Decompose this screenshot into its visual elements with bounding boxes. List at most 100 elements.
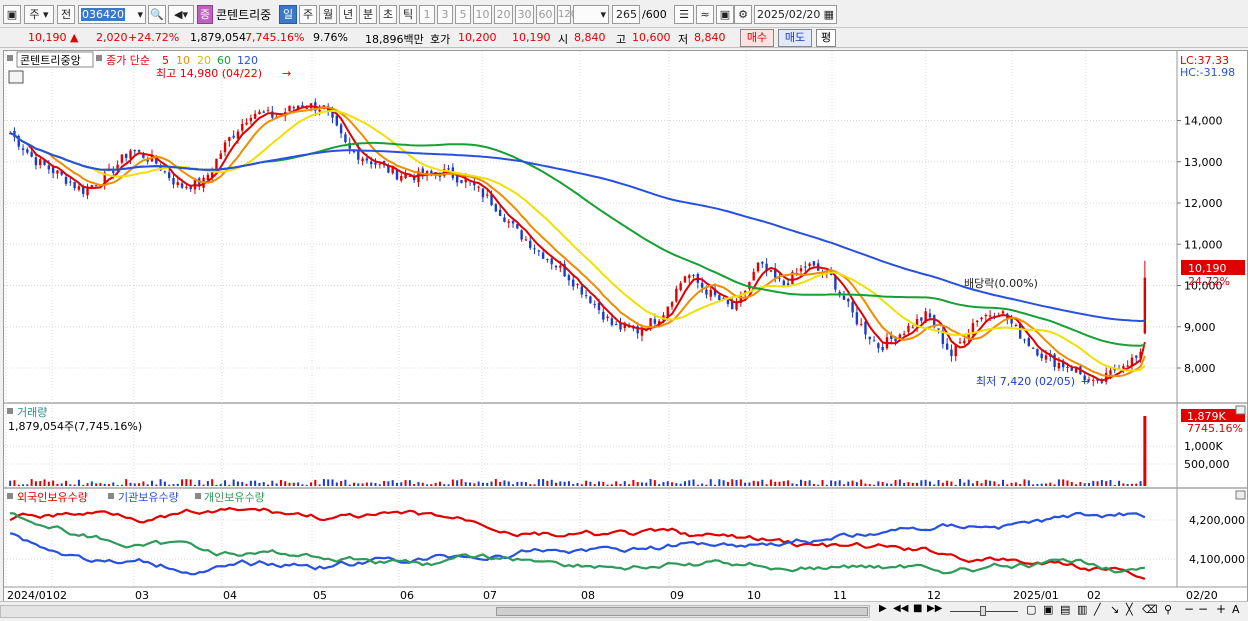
save-icon[interactable]: ▣ — [716, 5, 734, 24]
volume-bar — [782, 481, 785, 486]
layout-icon[interactable]: ▤ — [1060, 603, 1071, 616]
scroll-first-icon[interactable]: ◀◀ — [893, 603, 909, 614]
sell-button[interactable]: 매도 — [778, 29, 812, 47]
candle-body — [670, 302, 674, 307]
interval-5-button[interactable]: 5 — [455, 5, 471, 24]
chart-area[interactable]: 14,000 13,000 12,000 11,000 10,000 9,000 8,000… — [3, 50, 1248, 602]
price-tick-label: 14,000 — [1184, 115, 1223, 128]
holding-line-2 — [9, 512, 1145, 575]
volume-bar — [9, 480, 12, 486]
chevron-down-icon[interactable]: ▾ — [137, 8, 143, 21]
interval-60-button[interactable]: 60 — [536, 5, 555, 24]
candle-body — [941, 330, 945, 344]
count-field[interactable]: 265 — [612, 5, 640, 24]
period-tick-button[interactable]: 틱 — [399, 5, 417, 24]
stock-name-tag[interactable] — [16, 51, 94, 68]
quote-info-bar: 10,190 ▲ 2,020 +24.72% 1,879,054 7,745.1… — [0, 28, 1248, 48]
eval-button[interactable]: 평 — [816, 29, 836, 47]
period-minute-button[interactable]: 분 — [359, 5, 377, 24]
calendar-icon[interactable]: ▦ — [823, 8, 834, 21]
stock-code-value: 036420 — [81, 8, 125, 21]
interval-dropdown[interactable]: ▾ — [573, 5, 609, 24]
interval-20-button[interactable]: 20 — [494, 5, 513, 24]
layout-icon[interactable]: ▢ — [1026, 603, 1037, 616]
volume-bar — [589, 481, 592, 486]
candle-body — [155, 155, 158, 164]
volume-bar — [761, 479, 764, 486]
draw-tool-icon[interactable]: ╳ — [1126, 603, 1133, 616]
x-tick-label: 02 — [53, 589, 67, 601]
volume-bar — [297, 482, 300, 486]
sound-icon[interactable]: ◀▾ — [168, 5, 194, 24]
interval-120-button[interactable]: 120 — [557, 5, 577, 24]
volume-bar — [202, 484, 205, 486]
text-size-icon[interactable]: A — [1232, 603, 1240, 616]
candle-body — [361, 158, 364, 162]
horizontal-scrollbar[interactable] — [0, 605, 870, 618]
stock-code-field[interactable]: 036420 ▾ — [78, 5, 146, 24]
candle-body — [971, 323, 975, 335]
candle-body — [649, 318, 652, 329]
chart-type-icon[interactable]: ▥ — [1077, 603, 1088, 616]
interval-1-button[interactable]: 1 — [419, 5, 435, 24]
scroll-last-icon[interactable]: ▶▶ — [927, 603, 943, 614]
volume-bar — [825, 484, 828, 486]
period-week-button[interactable]: 주 — [299, 5, 317, 24]
volume-value-text: 1,879,054주(7,745.16%) — [8, 420, 142, 433]
prev-button[interactable]: 전 — [57, 5, 75, 24]
gear-icon[interactable]: ⚙ — [734, 5, 752, 24]
volume-bar — [318, 484, 321, 486]
close-icon[interactable] — [1235, 490, 1246, 500]
volume-bar — [426, 484, 429, 486]
period-month-button[interactable]: 월 — [319, 5, 337, 24]
scrollbar-thumb[interactable] — [496, 607, 868, 616]
volume-bar — [520, 481, 523, 486]
erase-icon[interactable]: ⌫ — [1142, 603, 1158, 616]
period-second-button[interactable]: 초 — [379, 5, 397, 24]
candle-body — [1100, 381, 1104, 383]
candle-body — [163, 171, 167, 173]
candle-body — [1104, 372, 1108, 382]
x-tick-label: 2024/01 — [7, 589, 53, 601]
candle-body — [189, 185, 192, 190]
max-arrow-icon: → — [282, 67, 291, 80]
indicator-icon[interactable]: ≈ — [696, 5, 714, 24]
interval-30-button[interactable]: 30 — [515, 5, 534, 24]
price-tick-label: 9,000 — [1184, 321, 1216, 334]
volume-bar — [726, 482, 729, 486]
candle-body — [541, 252, 545, 259]
candle-body — [124, 153, 128, 158]
close-icon[interactable] — [1235, 405, 1246, 415]
volume-bar — [507, 481, 510, 486]
candle-body — [859, 323, 863, 325]
date-field[interactable]: 2025/02/20 ▦ — [754, 5, 837, 24]
buy-button[interactable]: 매수 — [740, 29, 774, 47]
interval-3-button[interactable]: 3 — [437, 5, 453, 24]
draw-line-icon[interactable]: ╱ — [1094, 603, 1101, 616]
type-select[interactable]: 주 ▾ — [24, 5, 54, 24]
period-year-button[interactable]: 년 — [339, 5, 357, 24]
volume-bar — [1027, 480, 1030, 486]
candle-body — [872, 340, 876, 342]
stop-icon[interactable]: ■ — [913, 603, 923, 614]
search-icon[interactable]: ⚲ — [1164, 603, 1173, 616]
zoom-slider-handle[interactable] — [980, 606, 986, 616]
candle-settings-icon[interactable]: ☰ — [674, 5, 694, 24]
volume-bar — [1023, 479, 1026, 486]
minus-icon[interactable]: − — [1198, 602, 1209, 616]
zoom-slider[interactable] — [950, 606, 1018, 616]
draw-tool-icon[interactable]: ↘ — [1110, 603, 1120, 616]
zoom-out-icon[interactable]: − — [1184, 602, 1195, 616]
dividend-annotation: 배당락(0.00%) — [964, 277, 1038, 290]
search-icon[interactable]: 🔍 — [148, 5, 166, 24]
layout-icon[interactable]: ▣ — [1043, 603, 1054, 616]
volume-bar — [722, 480, 725, 486]
interval-10-button[interactable]: 10 — [473, 5, 492, 24]
volume-bar — [924, 479, 927, 486]
layout-icon[interactable]: ▣ — [3, 5, 21, 24]
scroll-right-icon[interactable]: ▶ — [879, 603, 887, 614]
calculator-icon[interactable] — [8, 70, 24, 84]
moving-average-lines — [9, 105, 1146, 382]
period-day-button[interactable]: 일 — [279, 5, 297, 24]
zoom-in-icon[interactable]: + — [1216, 602, 1227, 616]
